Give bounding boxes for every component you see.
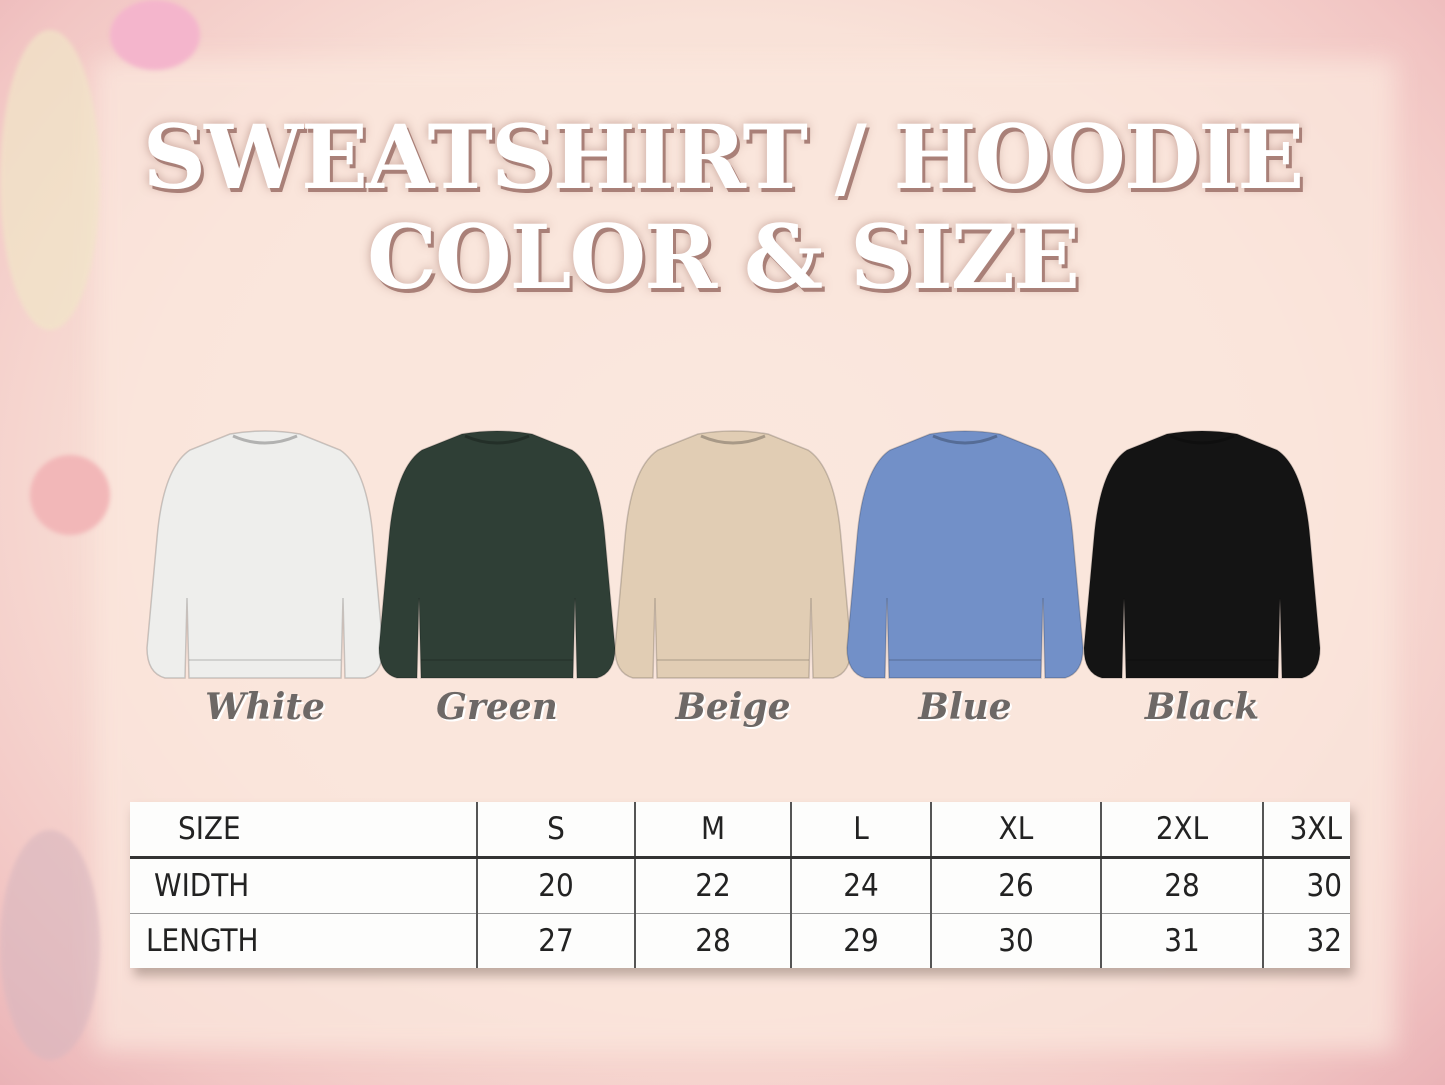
size-table: SIZE S M L XL 2XL 3XL WIDTH 20 22 24 26 … bbox=[130, 802, 1350, 968]
title-line-2: COLOR & SIZE bbox=[366, 205, 1080, 309]
table-cell: 31 bbox=[1100, 913, 1263, 968]
color-label: Beige bbox=[675, 686, 791, 728]
table-row: LENGTH 27 28 29 30 31 32 bbox=[130, 913, 1350, 968]
table-cell: 20 bbox=[476, 857, 635, 914]
flower-decoration bbox=[110, 0, 200, 70]
sweatshirt-white bbox=[145, 428, 385, 690]
header-cell: S bbox=[476, 802, 635, 859]
table-cell: 32 bbox=[1262, 913, 1350, 968]
table-cell: 24 bbox=[790, 857, 931, 914]
table-cell: 29 bbox=[790, 913, 931, 968]
header-cell: SIZE bbox=[130, 802, 477, 859]
header-cell: XL bbox=[930, 802, 1101, 859]
table-cell: 30 bbox=[1262, 857, 1350, 914]
table-cell: 28 bbox=[634, 913, 791, 968]
button-decoration bbox=[30, 455, 110, 535]
row-label: WIDTH bbox=[130, 857, 477, 914]
row-label: LENGTH bbox=[146, 923, 259, 959]
color-label: Blue bbox=[918, 686, 1012, 728]
table-header-row: SIZE S M L XL 2XL 3XL bbox=[130, 802, 1350, 859]
sweatshirt-beige bbox=[613, 428, 853, 690]
header-cell: 2XL bbox=[1100, 802, 1263, 859]
color-label: White bbox=[205, 686, 325, 728]
sweatshirt-black bbox=[1082, 428, 1322, 690]
sweatshirt-blue bbox=[845, 428, 1085, 690]
leaf-decoration bbox=[0, 830, 100, 1060]
color-label: Black bbox=[1144, 686, 1260, 728]
color-label: Green bbox=[436, 686, 558, 728]
table-row: WIDTH 20 22 24 26 28 30 bbox=[130, 857, 1350, 914]
table-cell: 27 bbox=[476, 913, 635, 968]
header-cell: L bbox=[790, 802, 931, 859]
table-cell: 30 bbox=[930, 913, 1101, 968]
header-cell: 3XL bbox=[1262, 802, 1350, 859]
flower-decoration bbox=[0, 30, 100, 330]
table-cell: 22 bbox=[634, 857, 791, 914]
sweatshirt-green bbox=[377, 428, 617, 690]
header-cell: M bbox=[634, 802, 791, 859]
table-cell: 26 bbox=[930, 857, 1101, 914]
table-cell: 28 bbox=[1100, 857, 1263, 914]
title-line-1: SWEATSHIRT / HOODIE bbox=[142, 105, 1305, 209]
